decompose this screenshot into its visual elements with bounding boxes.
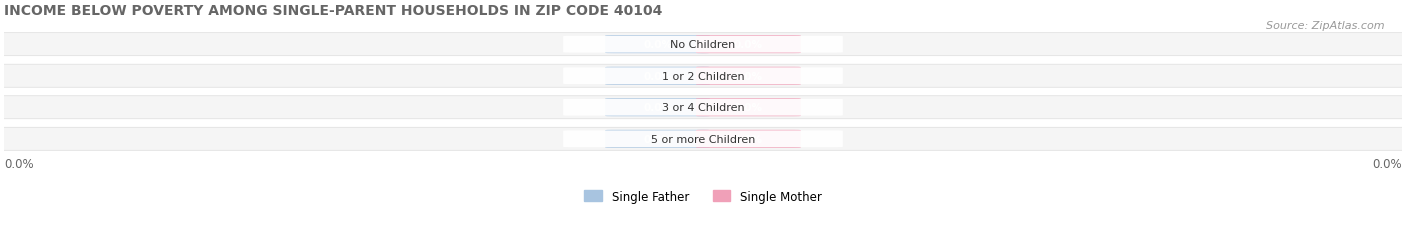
Text: 0.0%: 0.0% (643, 134, 672, 144)
FancyBboxPatch shape (696, 99, 801, 117)
Text: 3 or 4 Children: 3 or 4 Children (662, 103, 744, 113)
Text: 0.0%: 0.0% (643, 40, 672, 50)
FancyBboxPatch shape (564, 68, 842, 85)
FancyBboxPatch shape (0, 65, 1406, 88)
Legend: Single Father, Single Mother: Single Father, Single Mother (579, 185, 827, 207)
FancyBboxPatch shape (696, 130, 801, 148)
Text: 0.0%: 0.0% (734, 134, 763, 144)
Text: 0.0%: 0.0% (643, 71, 672, 81)
Text: 0.0%: 0.0% (734, 71, 763, 81)
Text: 1 or 2 Children: 1 or 2 Children (662, 71, 744, 81)
FancyBboxPatch shape (605, 36, 710, 54)
Text: 0.0%: 0.0% (643, 103, 672, 113)
Text: Source: ZipAtlas.com: Source: ZipAtlas.com (1267, 21, 1385, 31)
FancyBboxPatch shape (564, 37, 842, 53)
FancyBboxPatch shape (0, 128, 1406, 151)
Text: No Children: No Children (671, 40, 735, 50)
FancyBboxPatch shape (605, 99, 710, 117)
Text: 0.0%: 0.0% (734, 40, 763, 50)
FancyBboxPatch shape (605, 67, 710, 85)
FancyBboxPatch shape (696, 67, 801, 85)
Text: 0.0%: 0.0% (4, 157, 34, 170)
FancyBboxPatch shape (696, 36, 801, 54)
FancyBboxPatch shape (564, 100, 842, 116)
FancyBboxPatch shape (605, 130, 710, 148)
FancyBboxPatch shape (564, 131, 842, 148)
FancyBboxPatch shape (0, 96, 1406, 119)
FancyBboxPatch shape (0, 33, 1406, 56)
Text: 0.0%: 0.0% (734, 103, 763, 113)
Text: INCOME BELOW POVERTY AMONG SINGLE-PARENT HOUSEHOLDS IN ZIP CODE 40104: INCOME BELOW POVERTY AMONG SINGLE-PARENT… (4, 4, 662, 18)
Text: 5 or more Children: 5 or more Children (651, 134, 755, 144)
Text: 0.0%: 0.0% (1372, 157, 1402, 170)
